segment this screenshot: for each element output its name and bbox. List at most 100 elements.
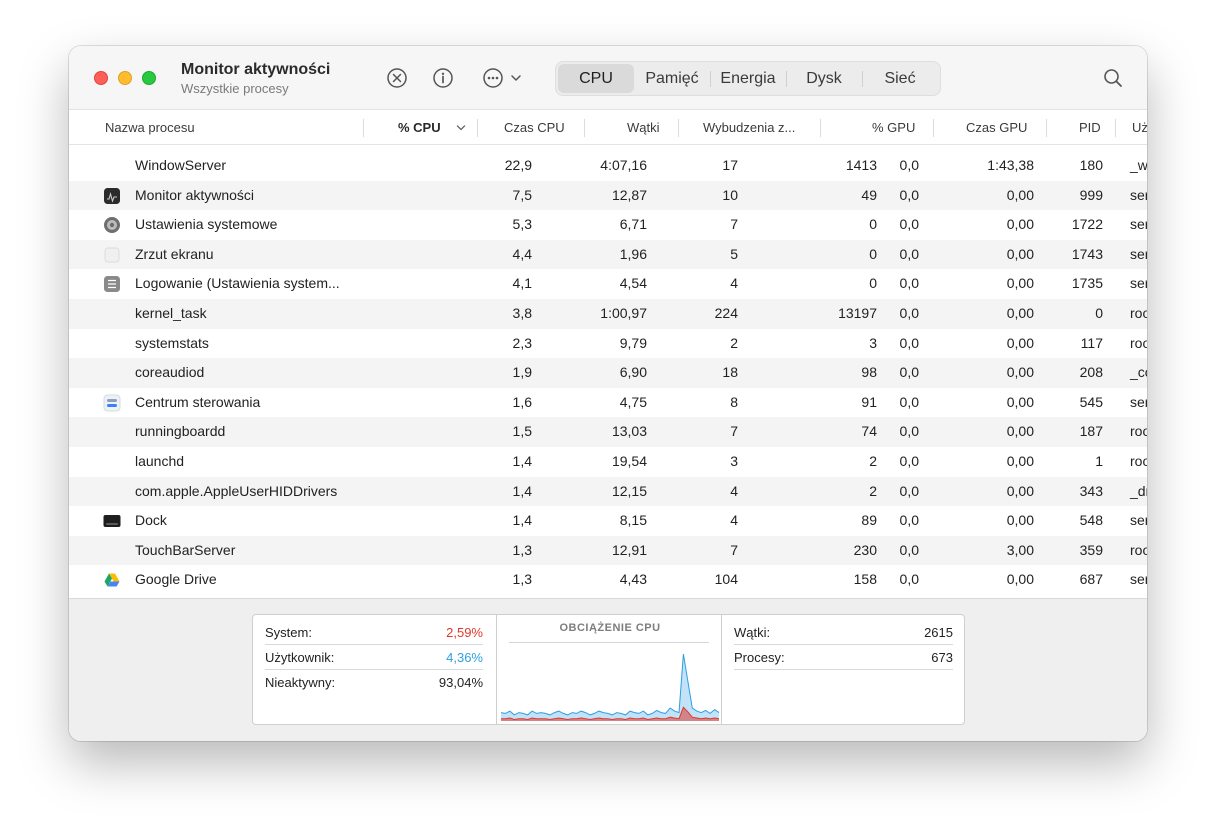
cell-threads: 8 <box>730 393 738 410</box>
cell-threads: 224 <box>714 304 738 321</box>
cell-threads: 7 <box>730 423 738 440</box>
cell-gpu: 0,0 <box>899 364 919 381</box>
cell-cpu-time: 4,54 <box>619 275 647 292</box>
cell-gpu-time: 0,00 <box>1006 452 1034 469</box>
column-header-process-name[interactable]: Nazwa procesu <box>105 120 195 135</box>
system-settings-icon <box>104 217 120 234</box>
cell-threads: 7 <box>730 216 738 233</box>
column-divider[interactable] <box>1046 119 1047 137</box>
close-window-button[interactable] <box>94 71 108 85</box>
stat-value-processes: 673 <box>931 650 953 665</box>
cell-cpu: 1,3 <box>512 571 532 588</box>
column-divider[interactable] <box>1115 119 1116 137</box>
cell-gpu-time: 1:43,38 <box>987 157 1034 173</box>
cell-pid: 1722 <box>1071 216 1103 233</box>
cell-cpu-time: 4,75 <box>619 393 647 410</box>
cell-user: ser <box>1130 216 1147 233</box>
tab-network[interactable]: Sieć <box>862 64 938 93</box>
process-name: TouchBarServer <box>135 541 236 558</box>
column-header-cpu-time[interactable]: Czas CPU <box>504 120 565 135</box>
table-row[interactable]: runningboardd 1,5 13,03 7 74 0,0 0,00 187 roo <box>69 417 1147 447</box>
table-row[interactable]: launchd 1,4 19,54 3 2 0,0 0,00 1 roo <box>69 447 1147 477</box>
table-row[interactable]: WindowServer 22,9 4:07,16 17 1413 0,0 1:43,38 1… <box>69 151 1147 181</box>
cell-user: ser <box>1130 571 1147 588</box>
column-header-threads[interactable]: Wątki <box>627 120 660 135</box>
process-stats: Wątki: 2615 Procesy: 673 <box>734 615 953 726</box>
cell-gpu-time: 0,00 <box>1006 304 1034 321</box>
tab-cpu[interactable]: CPU <box>558 64 634 93</box>
chevron-down-icon[interactable] <box>456 123 466 133</box>
cell-gpu: 0,0 <box>899 423 919 440</box>
table-row[interactable]: Zrzut ekranu 4,4 1,96 5 0 0,0 0,00 1743 ser <box>69 239 1147 270</box>
cell-cpu-time: 1,96 <box>619 245 647 262</box>
cell-threads: 5 <box>730 245 738 262</box>
cell-gpu-time: 0,00 <box>1006 275 1034 292</box>
table-row[interactable]: Dock 1,4 8,15 4 89 0,0 0,00 548 ser <box>69 506 1147 536</box>
column-divider[interactable] <box>678 119 679 137</box>
process-name: Logowanie (Ustawienia system... <box>135 275 340 292</box>
cell-cpu: 1,4 <box>512 512 532 529</box>
screenshot-icon <box>104 247 120 263</box>
x-circle-icon[interactable] <box>385 66 409 90</box>
tab-memory[interactable]: Pamięć <box>645 70 699 87</box>
table-row[interactable]: coreaudiod 1,9 6,90 18 98 0,0 0,00 208 _co <box>69 358 1147 388</box>
cell-pid: 687 <box>1079 571 1103 588</box>
cell-gpu: 0,0 <box>899 571 919 588</box>
cell-pid: 187 <box>1079 423 1103 440</box>
zoom-window-button[interactable] <box>142 71 156 85</box>
tab-disk[interactable]: Dysk <box>786 64 862 93</box>
cell-gpu: 0,0 <box>899 245 919 262</box>
table-row[interactable]: systemstats 2,3 9,79 2 3 0,0 0,00 117 roo <box>69 329 1147 359</box>
table-row[interactable]: Centrum sterowania 1,6 4,75 8 91 0,0 0,00 545 se… <box>69 388 1147 418</box>
column-header-pid[interactable]: PID <box>1079 120 1101 135</box>
cell-wakeups: 230 <box>853 541 877 558</box>
table-row[interactable]: Logowanie (Ustawienia system... 4,1 4,54 4 0… <box>69 269 1147 299</box>
ellipsis-circle-icon[interactable] <box>482 66 526 90</box>
cell-wakeups: 98 <box>861 364 877 381</box>
summary-area: System: 2,59% Użytkownik: 4,36% Nieaktyw… <box>69 598 1147 741</box>
cell-threads: 4 <box>730 512 738 529</box>
info-circle-icon[interactable] <box>431 66 455 90</box>
graph-title: OBCIĄŻENIE CPU <box>559 622 661 634</box>
cell-gpu-time: 0,00 <box>1006 482 1034 499</box>
cell-wakeups: 158 <box>853 571 877 588</box>
cell-threads: 4 <box>730 275 738 292</box>
system-load-line <box>501 706 720 721</box>
magnifier-icon[interactable] <box>1101 66 1125 90</box>
table-row[interactable]: com.apple.AppleUserHIDDrivers 1,4 12,15 4 2 0… <box>69 476 1147 507</box>
column-header-wakeups[interactable]: Wybudzenia z... <box>703 120 796 135</box>
cell-gpu: 0,0 <box>899 512 919 529</box>
table-row[interactable]: kernel_task 3,8 1:00,97 224 13197 0,0 0,00 0 roo <box>69 298 1147 329</box>
column-divider[interactable] <box>363 119 364 137</box>
cell-user: roo <box>1130 452 1147 469</box>
cell-pid: 359 <box>1079 541 1103 558</box>
window-subtitle[interactable]: Wszystkie procesy <box>181 81 289 96</box>
column-divider[interactable] <box>933 119 934 137</box>
column-header-cpu[interactable]: % CPU <box>398 120 441 135</box>
cell-gpu-time: 0,00 <box>1006 571 1034 588</box>
column-header-gpu[interactable]: % GPU <box>872 120 916 135</box>
tab-energy[interactable]: Energia <box>710 64 786 93</box>
column-divider[interactable] <box>477 119 478 137</box>
column-divider[interactable] <box>584 119 585 137</box>
cell-gpu: 0,0 <box>899 216 919 233</box>
table-row[interactable]: Monitor aktywności 7,5 12,87 10 49 0,0 0,00 999… <box>69 180 1147 211</box>
table-row[interactable]: Google Drive 1,3 4,43 104 158 0,0 0,00 687 ser <box>69 565 1147 595</box>
stat-value-threads: 2615 <box>924 625 953 640</box>
column-header-gpu-time[interactable]: Czas GPU <box>966 120 1028 135</box>
stat-label: Wątki: <box>734 625 771 640</box>
toolbar: Monitor aktywności Wszystkie procesy CPU… <box>69 46 1147 110</box>
table-row[interactable]: TouchBarServer 1,3 12,91 7 230 0,0 3,00 359 roo <box>69 535 1147 566</box>
minimize-window-button[interactable] <box>118 71 132 85</box>
process-name: Monitor aktywności <box>135 186 255 203</box>
cell-cpu-time: 12,15 <box>611 482 647 499</box>
cell-cpu: 4,4 <box>512 245 532 262</box>
column-divider[interactable] <box>820 119 821 137</box>
cell-gpu-time: 0,00 <box>1006 216 1034 233</box>
cell-cpu-time: 9,79 <box>619 334 647 351</box>
cell-cpu-time: 4,43 <box>619 571 647 588</box>
stat-label: Użytkownik: <box>265 650 335 665</box>
column-header-user[interactable]: Uż <box>1132 120 1147 135</box>
table-row[interactable]: Ustawienia systemowe 5,3 6,71 7 0 0,0 0,00 1722… <box>69 210 1147 240</box>
stat-processes: Procesy: 673 <box>734 645 953 670</box>
